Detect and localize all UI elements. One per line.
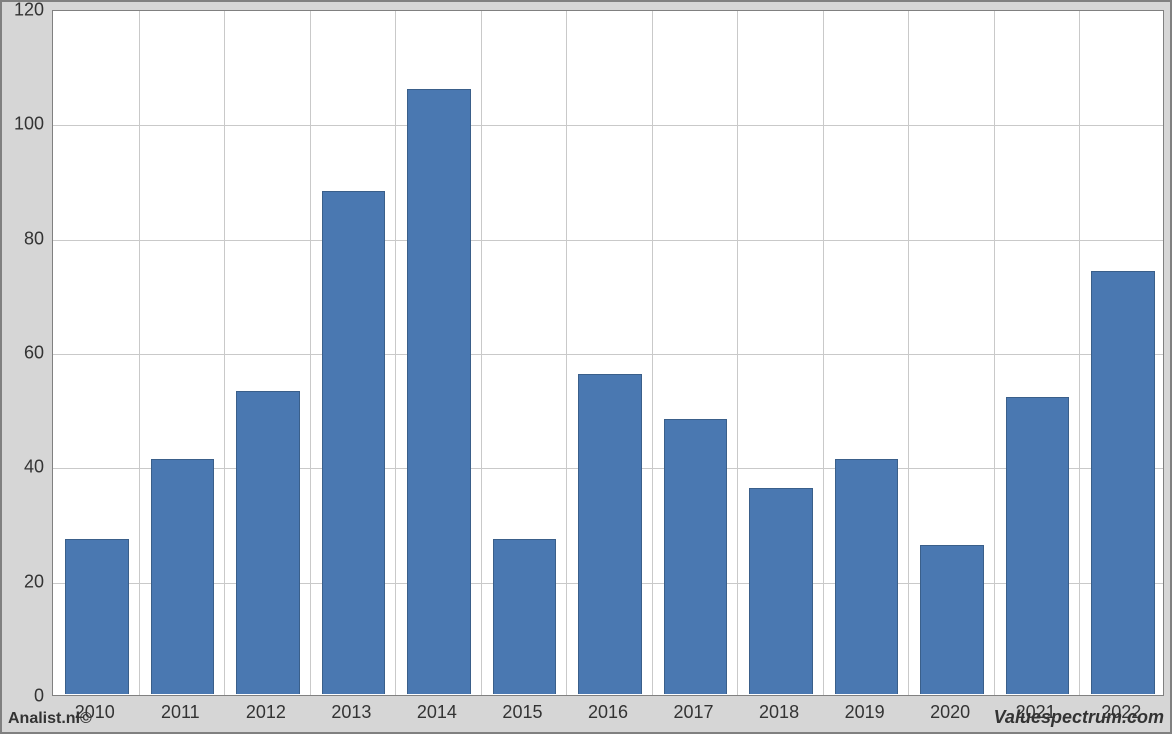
bar — [493, 539, 557, 694]
x-tick-label: 2011 — [161, 702, 200, 723]
y-tick-label: 0 — [2, 686, 44, 707]
y-tick-label: 60 — [2, 343, 44, 364]
gridline-vertical — [737, 11, 738, 695]
x-tick-label: 2012 — [246, 702, 286, 723]
gridline-vertical — [823, 11, 824, 695]
gridline-vertical — [566, 11, 567, 695]
gridline-vertical — [994, 11, 995, 695]
x-tick-label: 2017 — [674, 702, 714, 723]
bar — [835, 459, 899, 694]
x-tick-label: 2014 — [417, 702, 457, 723]
footer-left-credit: Analist.nl© — [8, 710, 92, 728]
x-tick-label: 2020 — [930, 702, 970, 723]
bar — [664, 419, 728, 694]
gridline-horizontal — [53, 354, 1163, 355]
gridline-vertical — [1079, 11, 1080, 695]
bar — [749, 488, 813, 694]
bar — [920, 545, 984, 694]
gridline-vertical — [481, 11, 482, 695]
bar — [322, 191, 386, 694]
bar — [1006, 397, 1070, 694]
gridline-vertical — [908, 11, 909, 695]
gridline-vertical — [224, 11, 225, 695]
chart-container: 020406080100120 201020112012201320142015… — [0, 0, 1172, 734]
footer-right-credit: Valuespectrum.com — [994, 707, 1164, 728]
gridline-horizontal — [53, 125, 1163, 126]
y-tick-label: 40 — [2, 457, 44, 478]
bar — [407, 89, 471, 694]
y-tick-label: 20 — [2, 571, 44, 592]
y-tick-label: 120 — [2, 0, 44, 21]
bar — [1091, 271, 1155, 694]
gridline-vertical — [139, 11, 140, 695]
y-tick-label: 100 — [2, 114, 44, 135]
gridline-vertical — [395, 11, 396, 695]
y-tick-label: 80 — [2, 228, 44, 249]
plot-area — [52, 10, 1164, 696]
gridline-vertical — [310, 11, 311, 695]
bar — [151, 459, 215, 694]
x-tick-label: 2019 — [845, 702, 885, 723]
x-tick-label: 2018 — [759, 702, 799, 723]
gridline-vertical — [652, 11, 653, 695]
bar — [578, 374, 642, 694]
x-tick-label: 2016 — [588, 702, 628, 723]
x-tick-label: 2013 — [331, 702, 371, 723]
x-tick-label: 2015 — [502, 702, 542, 723]
bar — [236, 391, 300, 694]
gridline-horizontal — [53, 240, 1163, 241]
bar — [65, 539, 129, 694]
